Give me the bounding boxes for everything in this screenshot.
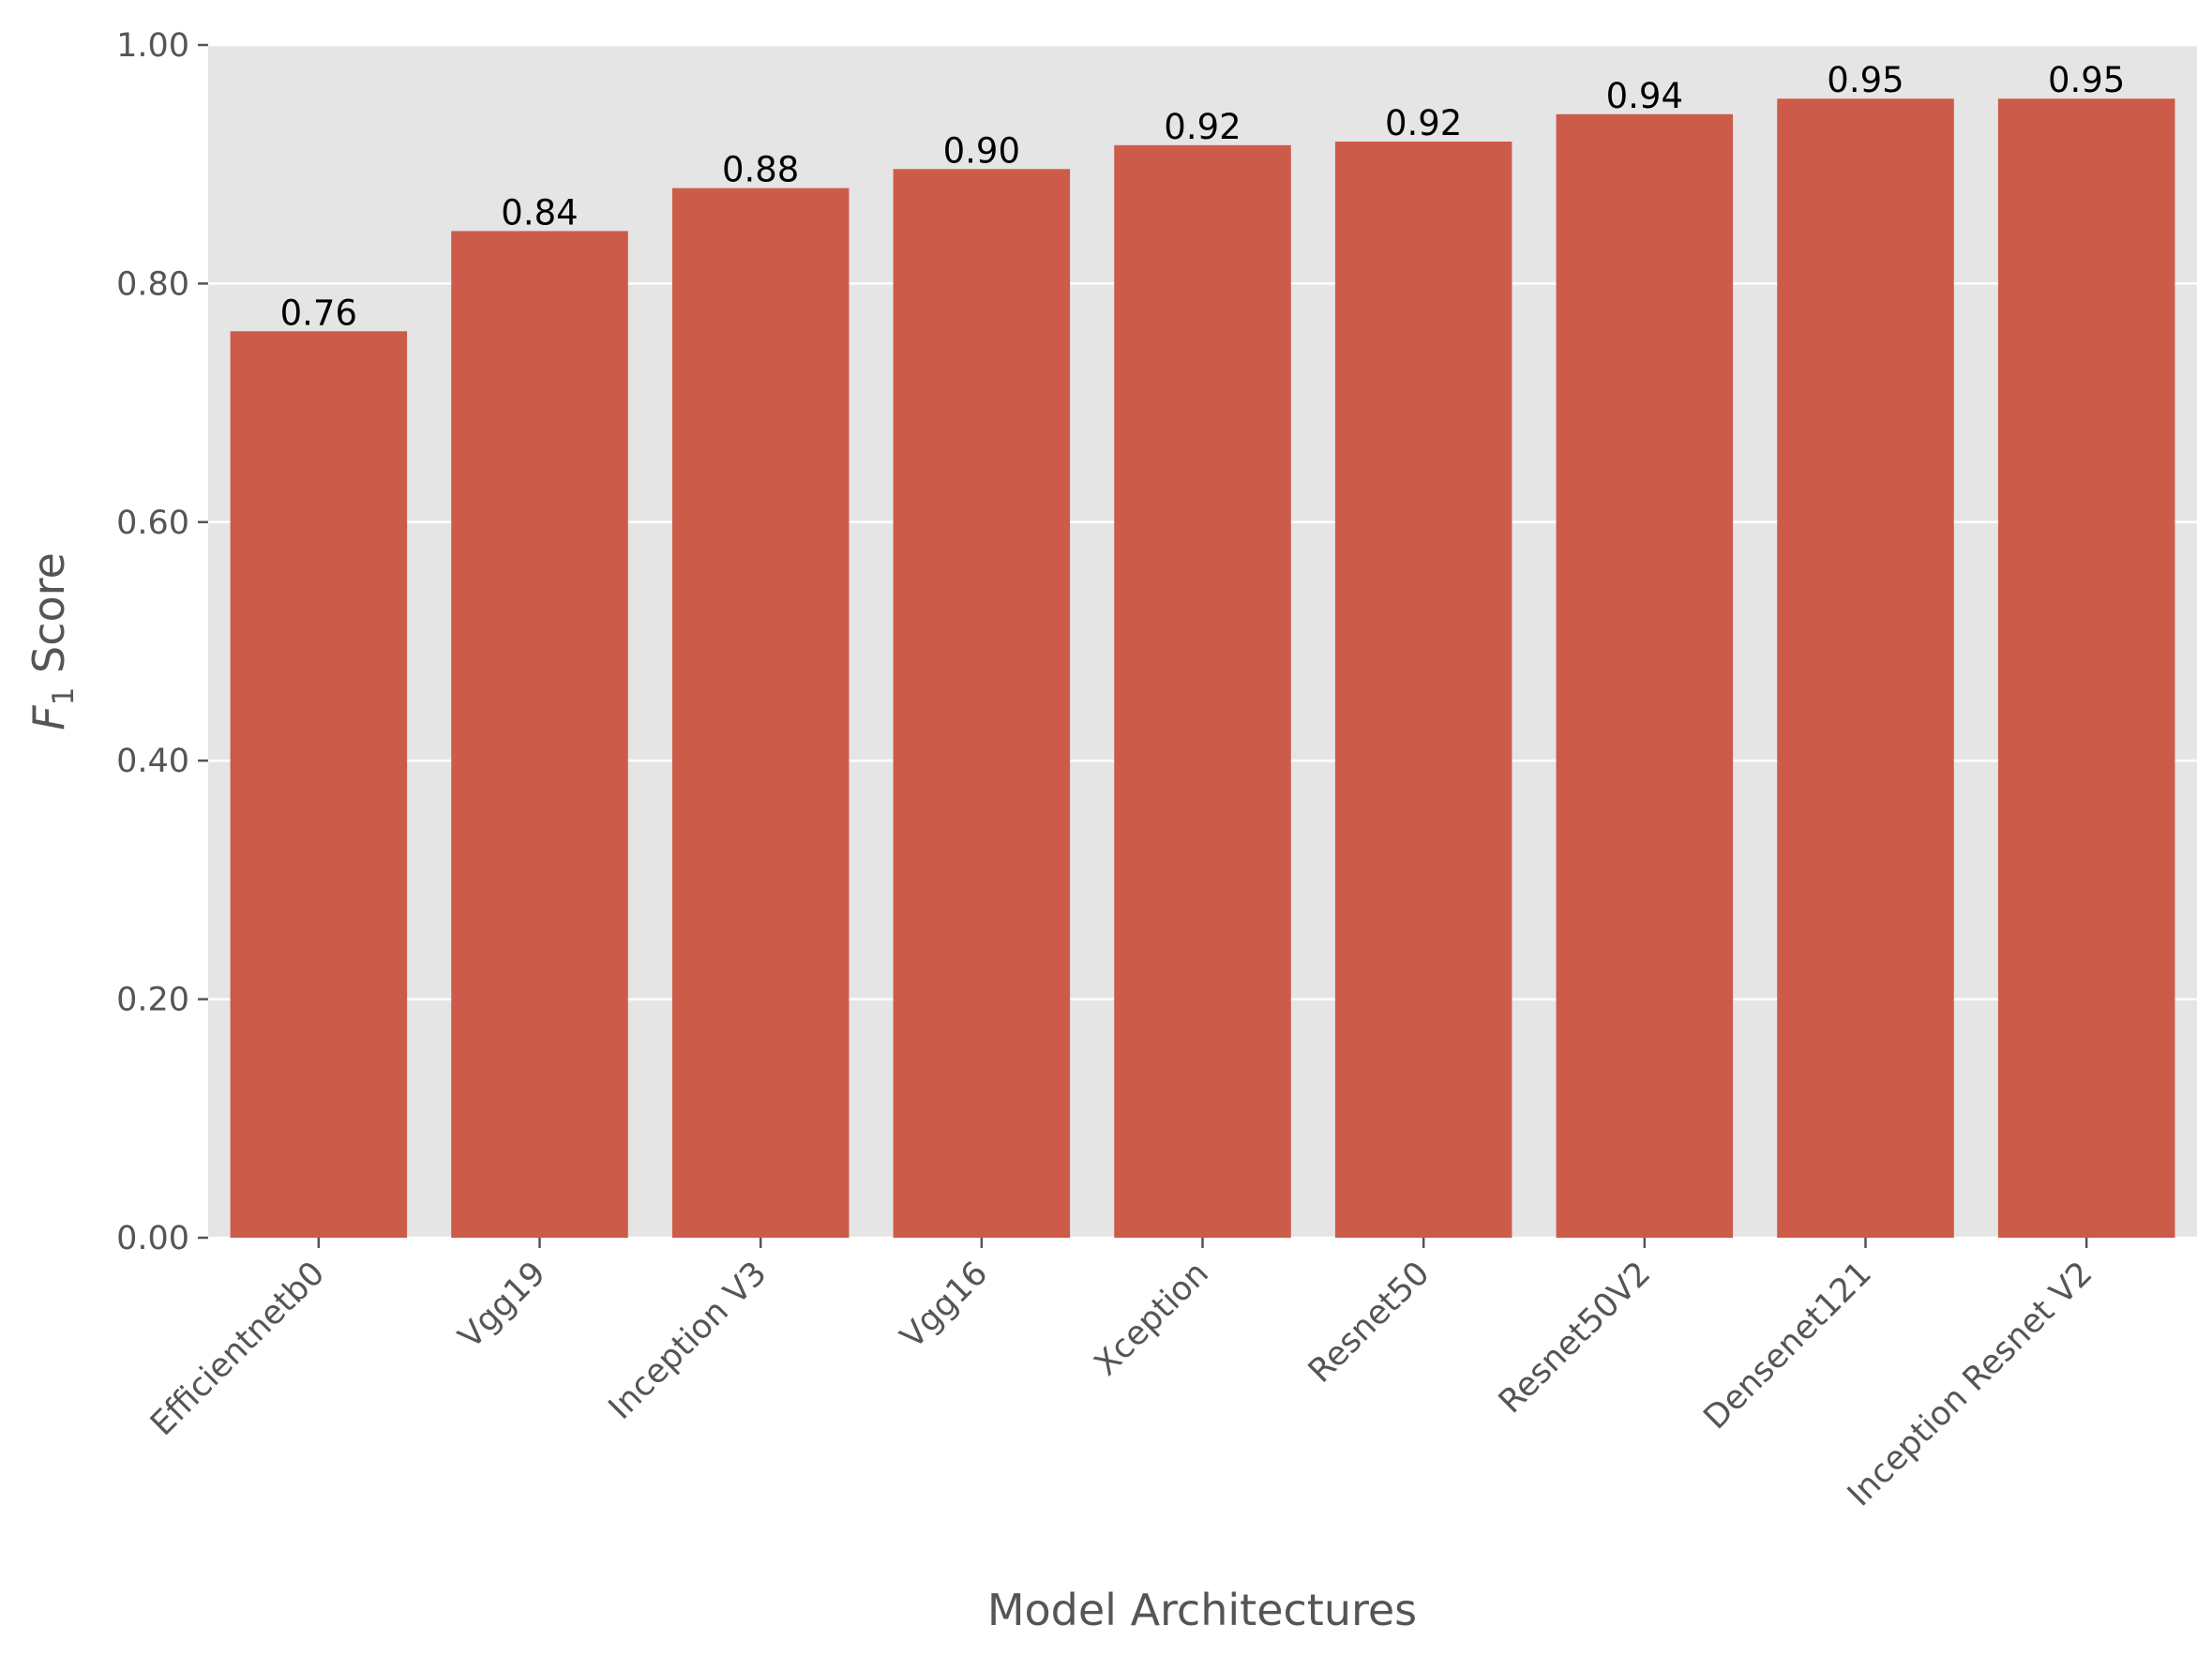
y-tick-label: 0.80: [116, 265, 189, 303]
y-axis-ticks: 0.00 0.20 0.40 0.60 0.80 1.00: [116, 27, 208, 1257]
x-tick-label: Inception Resnet V2: [1841, 1255, 2099, 1513]
y-tick-label: 0.20: [116, 982, 189, 1019]
bar: [1998, 98, 2175, 1238]
bar-value-label: 0.76: [280, 293, 357, 333]
x-tick-label: Vgg16: [894, 1255, 995, 1356]
bar-value-label: 0.84: [501, 192, 578, 233]
y-axis-title-text: Score: [23, 552, 74, 686]
x-tick-label: Inception V3: [602, 1255, 775, 1427]
x-axis-ticks: Efficientnetb0 Vgg19 Inception V3 Vgg16 Xcep…: [143, 1238, 2099, 1514]
x-axis-title: Model Architectures: [987, 1585, 1417, 1635]
x-tick-label: Densenet121: [1697, 1255, 1879, 1437]
x-tick-label: Resnet50: [1302, 1255, 1437, 1391]
bar: [231, 331, 408, 1238]
bar-value-label: 0.88: [722, 150, 799, 190]
bar: [672, 188, 850, 1238]
y-tick-label: 1.00: [116, 27, 189, 65]
bar: [1777, 98, 1954, 1238]
bar-value-label: 0.92: [1164, 107, 1241, 147]
y-axis-title: F1 Score: [23, 552, 81, 730]
x-tick-label: Xception: [1088, 1255, 1216, 1383]
bar: [1114, 145, 1291, 1238]
bars: [231, 98, 2175, 1238]
y-axis-title-subscript: 1: [47, 687, 81, 706]
bar: [894, 169, 1071, 1238]
bar: [451, 231, 628, 1238]
bar-value-label: 0.95: [2048, 60, 2125, 100]
x-tick-label: Vgg19: [452, 1255, 553, 1356]
y-tick-label: 0.00: [116, 1220, 189, 1257]
y-axis-title-variable: F: [23, 705, 74, 730]
bar-value-label: 0.94: [1606, 76, 1683, 116]
bar-value-label: 0.90: [943, 130, 1020, 171]
y-tick-label: 0.40: [116, 743, 189, 780]
x-tick-label: Efficientnetb0: [143, 1255, 332, 1443]
x-tick-label: Resnet50V2: [1492, 1255, 1658, 1421]
bar-value-label: 0.92: [1385, 103, 1462, 143]
y-tick-label: 0.60: [116, 504, 189, 542]
bar: [1557, 114, 1734, 1238]
bar-value-label: 0.95: [1827, 60, 1904, 100]
bar: [1335, 142, 1512, 1238]
